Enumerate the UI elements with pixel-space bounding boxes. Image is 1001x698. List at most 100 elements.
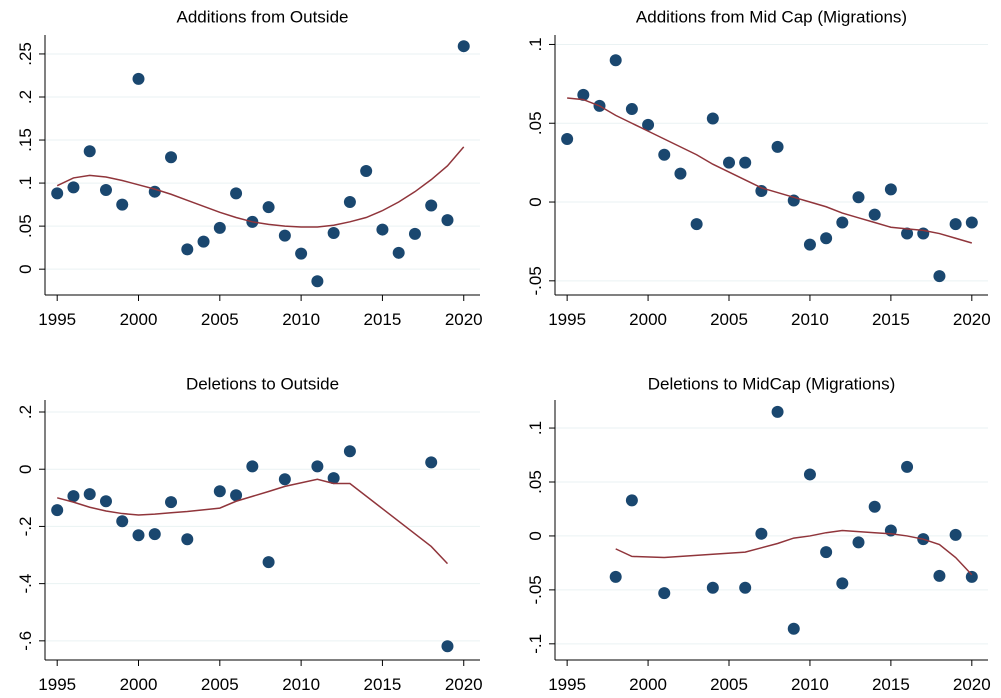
point — [901, 460, 914, 473]
point — [755, 185, 768, 197]
point — [771, 140, 784, 153]
y-tick-label: .25 — [16, 42, 35, 66]
fit-line — [57, 478, 449, 565]
x-tick-label: 2005 — [201, 675, 239, 694]
x-tick-label: 2020 — [445, 675, 483, 694]
point — [181, 243, 194, 256]
point — [327, 227, 340, 240]
point — [360, 165, 373, 178]
point — [706, 112, 719, 125]
point — [884, 183, 897, 196]
panel-title: Deletions to MidCap (Migrations) — [648, 374, 896, 393]
point — [116, 198, 129, 211]
point — [213, 485, 226, 498]
y-tick-label: -.05 — [526, 266, 545, 295]
y-tick-label: 0 — [16, 464, 35, 473]
point — [132, 72, 145, 85]
y-tick-label: -.05 — [526, 575, 545, 604]
point — [213, 221, 226, 234]
x-tick-label: 1995 — [548, 675, 586, 694]
point — [230, 489, 243, 502]
point — [278, 473, 291, 486]
point — [83, 488, 96, 501]
x-tick-label: 2010 — [282, 675, 320, 694]
point — [327, 472, 340, 485]
point — [457, 40, 470, 53]
x-tick-label: 2020 — [953, 675, 991, 694]
point — [949, 528, 962, 541]
point — [658, 148, 671, 161]
point — [561, 133, 574, 145]
x-tick-label: 2005 — [710, 310, 748, 329]
point — [262, 556, 275, 569]
x-tick-label: 2020 — [953, 310, 991, 329]
point — [246, 460, 259, 473]
point — [311, 275, 324, 288]
x-tick-label: 1995 — [38, 675, 76, 694]
point — [836, 216, 849, 229]
point — [67, 181, 80, 194]
point — [392, 246, 405, 259]
point — [425, 199, 438, 212]
point — [343, 196, 356, 209]
y-tick-label: .05 — [526, 111, 545, 135]
point — [965, 216, 978, 229]
y-tick-label: .1 — [16, 176, 35, 190]
point — [949, 218, 962, 231]
point — [132, 529, 145, 542]
point — [197, 235, 210, 248]
point — [83, 145, 96, 158]
point — [165, 151, 178, 164]
point — [739, 581, 752, 594]
y-tick-label: .05 — [526, 470, 545, 494]
point — [51, 187, 64, 200]
x-tick-label: 2015 — [872, 310, 910, 329]
point — [408, 227, 421, 240]
point — [262, 201, 275, 214]
y-tick-label: .1 — [526, 37, 545, 51]
y-tick-label: 0 — [16, 264, 35, 273]
point — [868, 208, 881, 221]
y-tick-label: -.1 — [526, 634, 545, 654]
fit-line — [56, 146, 465, 228]
point — [933, 569, 946, 582]
point — [99, 183, 112, 196]
x-tick-label: 2000 — [629, 310, 667, 329]
point — [755, 527, 768, 540]
panel: Deletions to Outside -.6 -.4 -.2 0 .2 1995 2000… — [16, 374, 483, 694]
point — [965, 570, 978, 583]
x-tick-label: 1995 — [38, 310, 76, 329]
point — [116, 515, 129, 528]
x-tick-label: 2005 — [710, 675, 748, 694]
x-tick-label: 2020 — [445, 310, 483, 329]
panel: Additions from Mid Cap (Migrations) -.05 0… — [526, 7, 991, 329]
point — [739, 156, 752, 169]
point — [674, 167, 687, 180]
point — [441, 214, 454, 227]
x-tick-label: 2000 — [120, 675, 158, 694]
point — [820, 546, 833, 559]
y-tick-label: .15 — [16, 128, 35, 152]
point — [425, 456, 438, 469]
point — [441, 640, 454, 653]
point — [836, 577, 849, 590]
x-tick-label: 2015 — [872, 675, 910, 694]
point — [181, 533, 194, 546]
point — [901, 227, 914, 240]
panel: Deletions to MidCap (Migrations) -.1 -.05 0… — [526, 374, 991, 694]
point — [868, 500, 881, 513]
point — [99, 495, 112, 508]
point — [820, 232, 833, 245]
point — [787, 622, 800, 635]
panel-title: Deletions to Outside — [186, 374, 339, 393]
point — [230, 187, 243, 200]
point — [803, 238, 816, 251]
point — [343, 445, 356, 458]
point — [771, 405, 784, 418]
panel-title: Additions from Mid Cap (Migrations) — [636, 7, 907, 26]
point — [165, 496, 178, 509]
point — [67, 490, 80, 503]
point — [625, 494, 638, 507]
y-tick-label: .2 — [16, 405, 35, 419]
point — [933, 270, 946, 283]
